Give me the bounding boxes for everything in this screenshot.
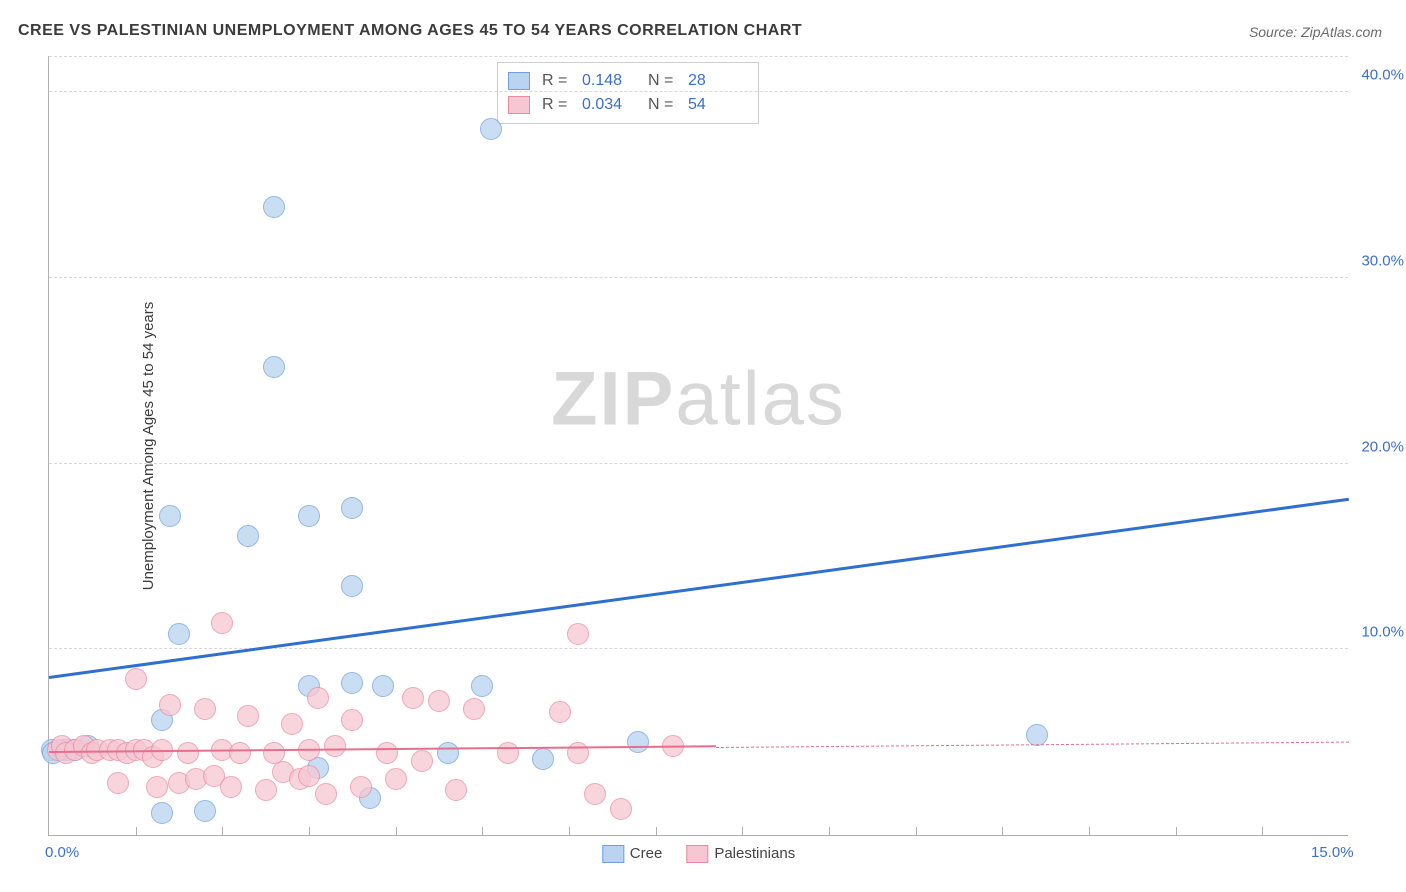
data-point <box>220 776 242 798</box>
watermark-zip: ZIP <box>551 356 675 441</box>
data-point <box>463 698 485 720</box>
data-point <box>298 765 320 787</box>
data-point <box>263 196 285 218</box>
data-point <box>159 505 181 527</box>
data-point <box>584 783 606 805</box>
data-point <box>211 612 233 634</box>
data-point <box>298 505 320 527</box>
y-tick-label: 10.0% <box>1361 624 1404 641</box>
data-point <box>437 742 459 764</box>
y-tick-label: 20.0% <box>1361 438 1404 455</box>
data-point <box>255 779 277 801</box>
legend-series: Cree Palestinians <box>602 845 795 863</box>
data-point <box>324 735 346 757</box>
x-tick <box>656 827 657 835</box>
x-tick <box>829 827 830 835</box>
legend-n-label: N = <box>648 72 676 90</box>
legend-r-value: 0.148 <box>582 72 636 90</box>
data-point <box>497 742 519 764</box>
data-point <box>281 713 303 735</box>
data-point <box>168 623 190 645</box>
legend-r-value: 0.034 <box>582 96 636 114</box>
data-point <box>237 705 259 727</box>
legend-label: Palestinians <box>714 845 795 862</box>
legend-label: Cree <box>630 845 663 862</box>
data-point <box>151 802 173 824</box>
data-point <box>428 690 450 712</box>
data-point <box>549 701 571 723</box>
chart-title: CREE VS PALESTINIAN UNEMPLOYMENT AMONG A… <box>18 22 802 40</box>
data-point <box>237 525 259 547</box>
x-tick <box>569 827 570 835</box>
source-attribution: Source: ZipAtlas.com <box>1249 24 1382 40</box>
gridline <box>49 463 1348 464</box>
x-tick <box>309 827 310 835</box>
data-point <box>341 672 363 694</box>
data-point <box>1026 724 1048 746</box>
y-tick-label: 40.0% <box>1361 67 1404 84</box>
x-tick <box>742 827 743 835</box>
gridline <box>49 277 1348 278</box>
scatter-plot-area: ZIPatlas R =0.148N =28R =0.034N =54 Cree… <box>48 56 1348 836</box>
x-tick-label: 15.0% <box>1311 844 1354 861</box>
data-point <box>567 623 589 645</box>
watermark-atlas: atlas <box>675 356 846 441</box>
x-tick <box>1176 827 1177 835</box>
data-point <box>471 675 493 697</box>
legend-row: R = 0.148 N = 28 <box>508 69 742 93</box>
data-point <box>263 356 285 378</box>
data-point <box>159 694 181 716</box>
data-point <box>194 800 216 822</box>
data-point <box>229 742 251 764</box>
data-point <box>376 742 398 764</box>
gridline <box>49 56 1348 57</box>
data-point <box>411 750 433 772</box>
legend-item: Cree <box>602 845 663 863</box>
data-point <box>402 687 424 709</box>
data-point <box>350 776 372 798</box>
legend-row: R = 0.034 N = 54 <box>508 93 742 117</box>
x-tick <box>1262 827 1263 835</box>
legend-n-label: N = <box>648 96 676 114</box>
data-point <box>372 675 394 697</box>
legend-swatch <box>686 845 708 863</box>
x-tick <box>222 827 223 835</box>
x-tick <box>916 827 917 835</box>
gridline <box>49 91 1348 92</box>
legend-r-label: R = <box>542 72 570 90</box>
data-point <box>480 118 502 140</box>
data-point <box>146 776 168 798</box>
data-point <box>125 668 147 690</box>
data-point <box>341 575 363 597</box>
legend-swatch <box>602 845 624 863</box>
legend-r-label: R = <box>542 96 570 114</box>
y-tick-label: 30.0% <box>1361 252 1404 269</box>
x-tick <box>482 827 483 835</box>
legend-swatch <box>508 72 530 90</box>
x-tick <box>136 827 137 835</box>
data-point <box>194 698 216 720</box>
x-tick-label: 0.0% <box>45 844 79 861</box>
x-tick <box>1002 827 1003 835</box>
data-point <box>532 748 554 770</box>
data-point <box>385 768 407 790</box>
data-point <box>627 731 649 753</box>
data-point <box>307 687 329 709</box>
data-point <box>610 798 632 820</box>
legend-n-value: 28 <box>688 72 742 90</box>
legend-swatch <box>508 96 530 114</box>
x-tick <box>1089 827 1090 835</box>
data-point <box>315 783 337 805</box>
legend-correlation-box: R = 0.148 N = 28 R = 0.034 N = 54 <box>497 62 759 124</box>
data-point <box>107 772 129 794</box>
legend-item: Palestinians <box>686 845 795 863</box>
x-tick <box>396 827 397 835</box>
data-point <box>445 779 467 801</box>
data-point <box>341 709 363 731</box>
data-point <box>177 742 199 764</box>
legend-n-value: 54 <box>688 96 742 114</box>
watermark: ZIPatlas <box>551 355 846 442</box>
data-point <box>341 497 363 519</box>
